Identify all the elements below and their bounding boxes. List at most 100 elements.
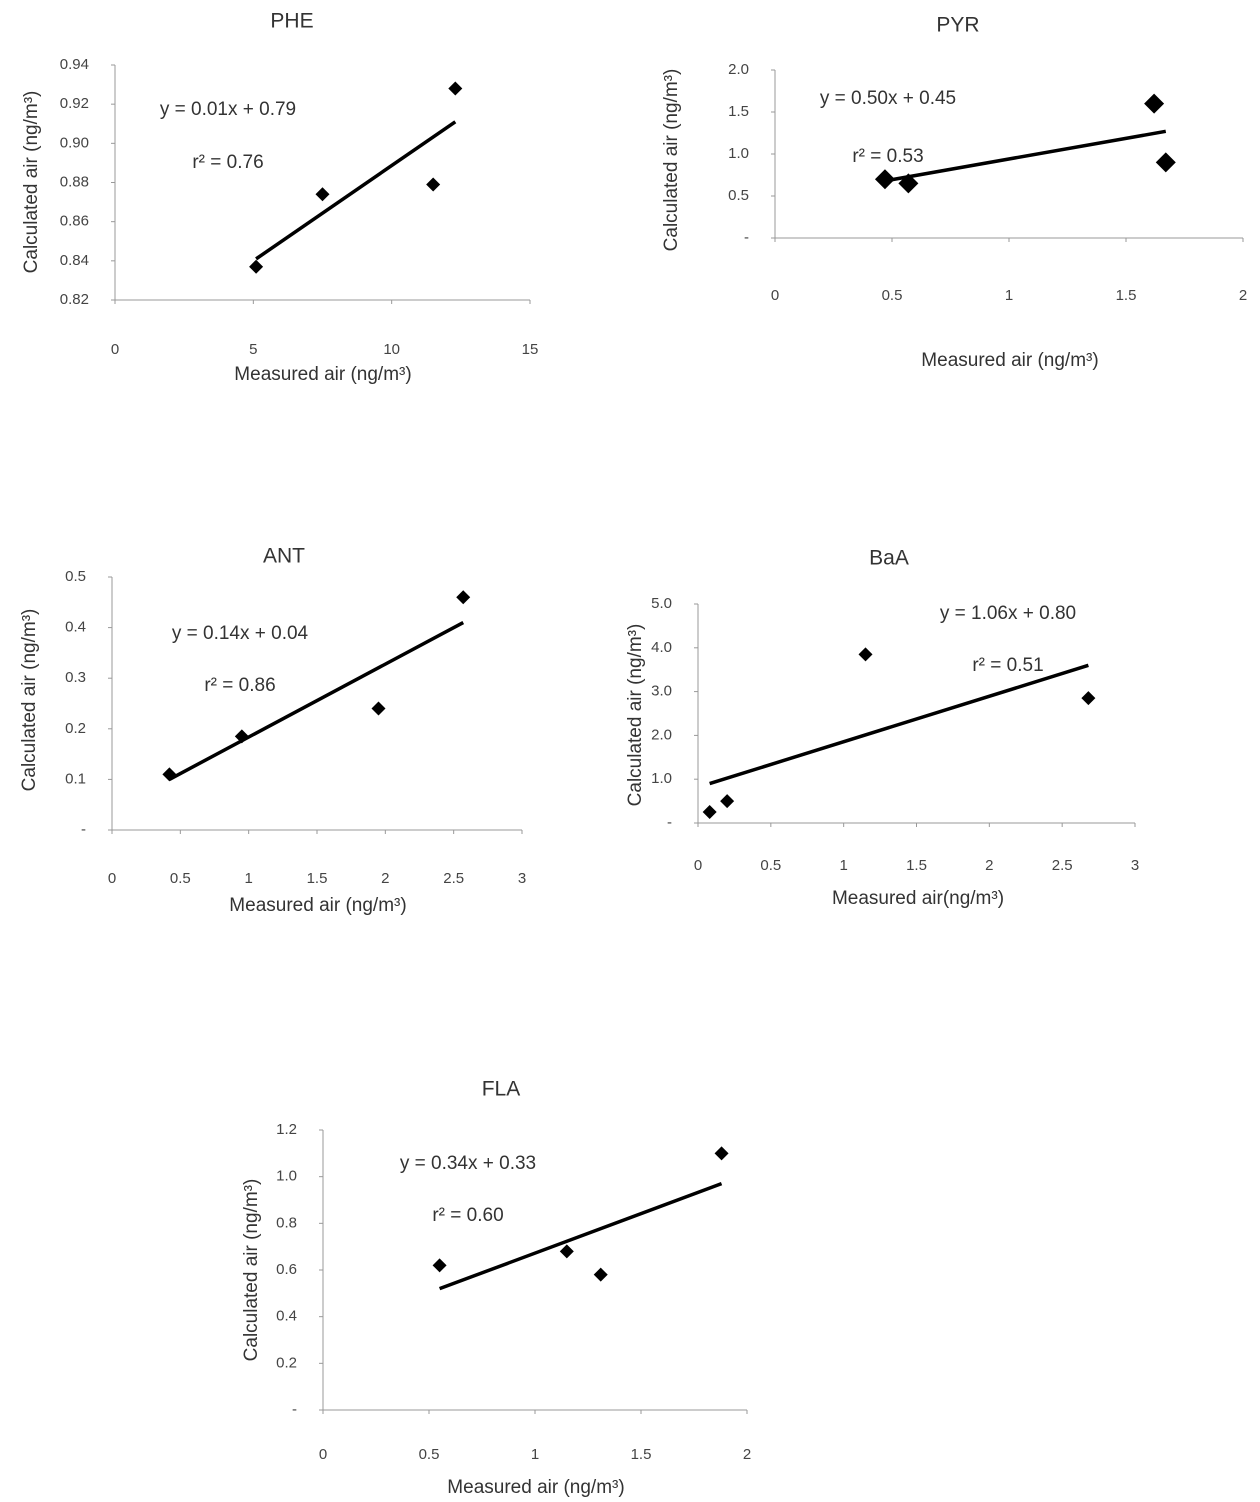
- page: PHE0.820.840.860.880.900.920.94051015y =…: [0, 0, 1260, 1502]
- equation: y = 1.06x + 0.80: [940, 603, 1076, 624]
- data-point: [249, 260, 263, 274]
- data-point: [875, 169, 895, 189]
- r-squared: r² = 0.86: [204, 675, 275, 696]
- y-tick-label: -: [744, 229, 749, 246]
- data-point: [433, 1258, 447, 1272]
- x-axis-label: Measured air(ng/m³): [832, 888, 1004, 909]
- y-tick-label: 0.88: [60, 173, 89, 190]
- x-tick-label: 0.5: [170, 870, 191, 887]
- equation: y = 0.14x + 0.04: [172, 623, 309, 644]
- x-tick-label: 0.5: [760, 857, 781, 874]
- y-tick-label: 0.4: [276, 1308, 297, 1325]
- y-tick-label: -: [667, 814, 672, 831]
- x-tick-label: 2: [743, 1446, 751, 1463]
- data-point: [594, 1268, 608, 1282]
- y-tick-label: 0.3: [65, 669, 86, 686]
- x-tick-label: 0: [111, 341, 119, 358]
- x-tick-label: 2: [985, 857, 993, 874]
- x-axis-label: Measured air (ng/m³): [447, 1477, 624, 1498]
- equation: y = 0.34x + 0.33: [400, 1153, 536, 1174]
- trendline: [885, 131, 1166, 181]
- data-point: [448, 82, 462, 96]
- x-tick-label: 5: [249, 341, 257, 358]
- y-tick-label: 0.1: [65, 770, 86, 787]
- data-point: [560, 1244, 574, 1258]
- x-tick-label: 0.5: [882, 287, 903, 304]
- trendline: [169, 623, 463, 780]
- x-tick-label: 1.5: [1116, 287, 1137, 304]
- y-tick-label: 1.0: [728, 145, 749, 162]
- trendline: [440, 1184, 722, 1289]
- y-tick-label: 1.5: [728, 103, 749, 120]
- x-axis-label: Measured air (ng/m³): [921, 350, 1098, 371]
- r-squared: r² = 0.51: [972, 655, 1043, 676]
- data-point: [372, 702, 386, 716]
- y-tick-label: 0.84: [60, 252, 89, 269]
- x-tick-label: 1.5: [631, 1446, 652, 1463]
- x-tick-label: 3: [1131, 857, 1139, 874]
- data-point: [715, 1146, 729, 1160]
- y-tick-label: 4.0: [651, 639, 672, 656]
- x-tick-label: 3: [518, 870, 526, 887]
- y-tick-label: 0.5: [65, 568, 86, 585]
- data-point: [859, 647, 873, 661]
- x-tick-label: 1: [839, 857, 847, 874]
- equation: y = 0.01x + 0.79: [160, 99, 296, 120]
- r-squared: r² = 0.53: [852, 146, 923, 167]
- y-tick-label: 0.6: [276, 1261, 297, 1278]
- data-point: [426, 177, 440, 191]
- data-point: [162, 767, 176, 781]
- data-point: [316, 187, 330, 201]
- y-tick-label: 5.0: [651, 595, 672, 612]
- y-tick-label: 1.0: [276, 1168, 297, 1185]
- trendline: [256, 122, 455, 259]
- r-squared: r² = 0.60: [432, 1205, 503, 1226]
- y-tick-label: 0.82: [60, 291, 89, 308]
- x-tick-label: 0: [108, 870, 116, 887]
- x-tick-label: 2.5: [443, 870, 464, 887]
- y-tick-label: 0.94: [60, 56, 89, 73]
- y-tick-label: 1.0: [651, 770, 672, 787]
- y-axis-label: Calculated air (ng/m³): [21, 91, 42, 274]
- y-tick-label: 0.2: [65, 720, 86, 737]
- x-tick-label: 10: [383, 341, 400, 358]
- data-point: [703, 805, 717, 819]
- y-tick-label: 0.5: [728, 187, 749, 204]
- data-point: [1144, 94, 1164, 114]
- chart-title: BaA: [869, 547, 909, 570]
- chart-title: ANT: [263, 545, 305, 568]
- y-tick-label: 2.0: [728, 61, 749, 78]
- y-tick-label: 0.4: [65, 619, 86, 636]
- chart-title: PYR: [936, 14, 979, 37]
- y-axis-label: Calculated air (ng/m³): [625, 624, 646, 807]
- y-tick-label: -: [292, 1401, 297, 1418]
- x-tick-label: 15: [522, 341, 539, 358]
- y-tick-label: 0.2: [276, 1354, 297, 1371]
- r-squared: r² = 0.76: [192, 152, 263, 173]
- x-tick-label: 0: [319, 1446, 327, 1463]
- x-tick-label: 1: [1005, 287, 1013, 304]
- y-tick-label: 0.90: [60, 134, 89, 151]
- x-axis-label: Measured air (ng/m³): [229, 895, 406, 916]
- x-tick-label: 1: [244, 870, 252, 887]
- y-tick-label: 3.0: [651, 683, 672, 700]
- x-tick-label: 0: [694, 857, 702, 874]
- x-tick-label: 1: [531, 1446, 539, 1463]
- data-point: [1156, 152, 1176, 172]
- x-tick-label: 1.5: [906, 857, 927, 874]
- x-tick-label: 2: [1239, 287, 1247, 304]
- y-tick-label: 0.86: [60, 213, 89, 230]
- trendline: [710, 665, 1089, 783]
- equation: y = 0.50x + 0.45: [820, 88, 956, 109]
- y-tick-label: 0.92: [60, 95, 89, 112]
- x-tick-label: 1.5: [307, 870, 328, 887]
- x-tick-label: 2.5: [1052, 857, 1073, 874]
- y-axis-label: Calculated air (ng/m³): [661, 69, 682, 252]
- x-tick-label: 0.5: [419, 1446, 440, 1463]
- chart-title: FLA: [482, 1078, 521, 1101]
- y-tick-label: 2.0: [651, 726, 672, 743]
- x-axis-label: Measured air (ng/m³): [234, 364, 411, 385]
- data-point: [720, 794, 734, 808]
- x-tick-label: 2: [381, 870, 389, 887]
- chart-title: PHE: [270, 10, 313, 33]
